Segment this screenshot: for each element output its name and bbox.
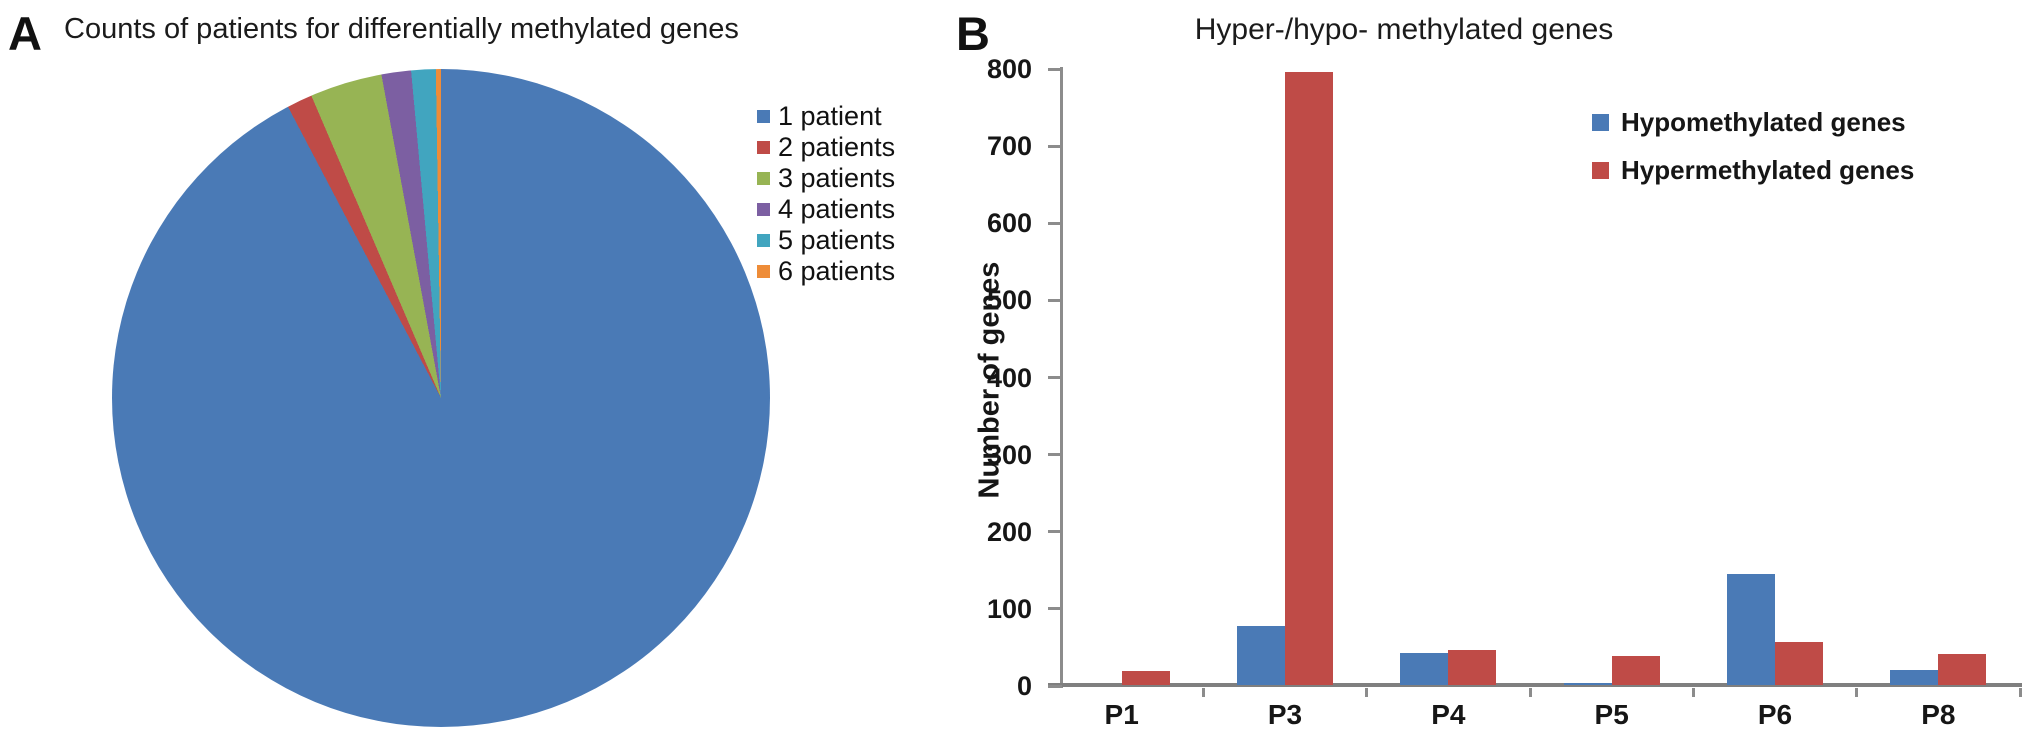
legend-item: 6 patients [757, 256, 895, 287]
legend-swatch [757, 110, 770, 123]
legend-label: 2 patients [778, 132, 896, 162]
legend-item: 1 patient [757, 101, 895, 132]
legend-swatch [1592, 113, 1609, 131]
bar-hypo-P3 [1237, 626, 1285, 685]
y-tick-mark [1048, 607, 1062, 611]
legend-swatch [757, 141, 770, 154]
x-tick-mark [1528, 688, 1532, 697]
y-tick-mark [1048, 453, 1062, 457]
x-category-label: P4 [1431, 699, 1466, 730]
pie-legend: 1 patient 2 patients 3 patients 4 patients 5… [757, 101, 895, 287]
y-tick-label: 400 [986, 362, 1032, 393]
panel-a-label: A [8, 7, 42, 60]
bar-hypo-P8 [1890, 670, 1938, 685]
x-tick-mark [1365, 688, 1369, 697]
y-tick-mark [1048, 221, 1062, 225]
x-tick-mark [1201, 688, 1205, 697]
x-category-label: P1 [1104, 699, 1139, 730]
bar-hypo-P4 [1400, 653, 1448, 685]
y-tick-label: 500 [986, 285, 1032, 316]
y-tick-label: 700 [986, 131, 1032, 162]
x-category-label: P8 [1921, 699, 1956, 730]
y-tick-label: 0 [1016, 671, 1032, 701]
y-tick-mark [1048, 684, 1062, 688]
legend-item: 4 patients [757, 194, 895, 225]
legend-label: 6 patients [778, 256, 896, 286]
y-tick-label: 100 [986, 593, 1032, 624]
panel-b-title: Hyper-/hypo- methylated genes [1194, 13, 1614, 46]
bar-hyper-P6 [1775, 642, 1823, 685]
x-tick-mark [1855, 688, 1859, 697]
x-category-label: P6 [1757, 699, 1793, 730]
legend-label: Hypomethylated genes [1621, 106, 1906, 137]
legend-label: 3 patients [778, 163, 896, 193]
legend-item: Hypomethylated genes [1592, 106, 1914, 138]
legend-label: 4 patients [778, 194, 896, 224]
y-tick-label: 800 [986, 54, 1032, 84]
y-tick-mark [1048, 298, 1062, 302]
panel-b-label: B [956, 7, 990, 60]
bar-hyper-P1 [1122, 671, 1170, 685]
y-tick-label: 600 [986, 208, 1032, 239]
pie-chart [112, 69, 770, 727]
bar-hypo-P6 [1727, 574, 1775, 685]
panel-a-title: Counts of patients for differentially me… [64, 13, 739, 45]
legend-swatch [757, 234, 770, 247]
legend-swatch [1592, 161, 1609, 179]
legend-item: 2 patients [757, 132, 895, 163]
x-category-label: P3 [1267, 699, 1303, 730]
bar-legend: Hypomethylated genes Hypermethylated gene… [1592, 106, 1914, 186]
y-tick-label: 300 [986, 439, 1032, 470]
x-axis-line [1048, 683, 2022, 687]
bar-hyper-P4 [1448, 650, 1496, 685]
x-category-label: P5 [1594, 699, 1629, 730]
legend-item: 3 patients [757, 163, 895, 194]
y-tick-label: 200 [986, 516, 1032, 547]
bar-hyper-P8 [1938, 654, 1986, 685]
x-tick-mark [2018, 688, 2022, 697]
y-tick-mark [1048, 144, 1062, 148]
bar-hyper-P5 [1612, 656, 1660, 685]
legend-item: Hypermethylated genes [1592, 154, 1914, 186]
legend-swatch [757, 172, 770, 185]
y-tick-mark [1048, 67, 1062, 71]
legend-item: 5 patients [757, 225, 895, 256]
legend-label: 1 patient [778, 101, 882, 131]
legend-swatch [757, 203, 770, 216]
bar-hypo-P5 [1564, 683, 1612, 685]
legend-label: Hypermethylated genes [1621, 154, 1915, 185]
legend-swatch [757, 265, 770, 278]
legend-label: 5 patients [778, 225, 896, 255]
y-tick-mark [1048, 530, 1062, 534]
y-tick-mark [1048, 376, 1062, 379]
x-tick-mark [1691, 688, 1695, 697]
bar-hyper-P3 [1285, 72, 1333, 685]
